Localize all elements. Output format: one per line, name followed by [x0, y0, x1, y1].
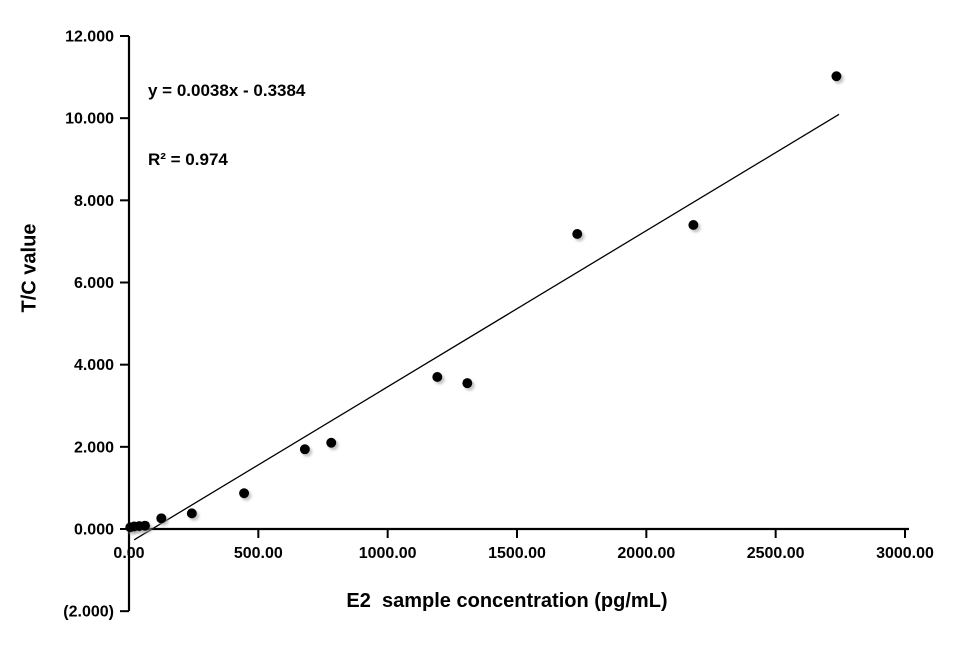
trendline [133, 113, 840, 541]
x-tick-label: 1000.00 [359, 545, 417, 562]
x-tick-label: 2500.00 [747, 545, 805, 562]
y-tick-label: (2.000) [63, 604, 114, 621]
r-squared-value: R² = 0.974 [148, 150, 228, 169]
y-tick-label: 8.000 [74, 193, 114, 210]
data-point [688, 219, 699, 230]
data-point [186, 508, 197, 519]
data-point [239, 488, 250, 499]
data-point [831, 71, 842, 82]
data-point [462, 378, 473, 389]
x-tick-label: 2000.00 [617, 545, 675, 562]
data-point [326, 437, 337, 448]
y-axis-title: T/C value [18, 223, 41, 313]
trendline-equation: y = 0.0038x - 0.3384 [148, 81, 306, 100]
x-axis-title: E2 sample concentration (pg/mL) [346, 590, 668, 612]
y-tick-label: 10.000 [65, 111, 114, 128]
data-point [140, 520, 151, 531]
data-point [572, 229, 583, 240]
y-tick-label: 12.000 [65, 29, 114, 46]
y-tick-label: 0.000 [74, 522, 114, 539]
y-tick-label: 2.000 [74, 439, 114, 456]
x-tick-label: 3000.00 [876, 545, 934, 562]
x-tick-label: 1500.00 [488, 545, 546, 562]
x-tick-label: 0.00 [113, 545, 144, 562]
data-point [156, 513, 167, 524]
data-point [432, 371, 443, 382]
data-point [299, 444, 310, 455]
trendline-annotation: y = 0.0038x - 0.3384 R² = 0.974 [148, 33, 305, 217]
y-tick-label: 4.000 [74, 357, 114, 374]
x-tick-label: 500.00 [234, 545, 283, 562]
y-tick-label: 6.000 [74, 275, 114, 292]
